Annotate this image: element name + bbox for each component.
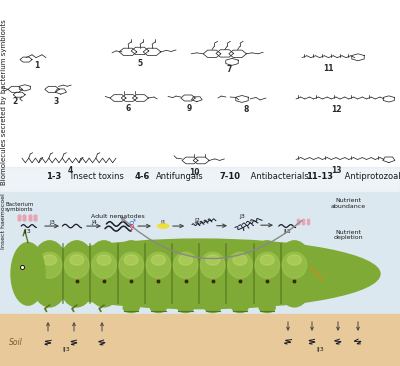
Text: IJ3: IJ3 xyxy=(23,229,31,234)
Text: Nutrient
abundance: Nutrient abundance xyxy=(330,198,366,209)
Ellipse shape xyxy=(97,255,111,265)
Text: Bacterium
symbionts: Bacterium symbionts xyxy=(5,202,34,213)
Text: 8: 8 xyxy=(243,105,249,114)
Text: IJ3: IJ3 xyxy=(316,347,324,352)
Ellipse shape xyxy=(139,241,178,307)
Text: 1: 1 xyxy=(34,61,40,70)
Bar xyxy=(0,314,400,366)
Text: Biomolecules secreted by bacterium symbionts: Biomolecules secreted by bacterium symbi… xyxy=(1,20,7,185)
Ellipse shape xyxy=(123,303,139,313)
Ellipse shape xyxy=(11,243,45,305)
Text: 5: 5 xyxy=(138,59,142,68)
Ellipse shape xyxy=(166,241,205,307)
Text: J4: J4 xyxy=(91,220,97,225)
Ellipse shape xyxy=(282,252,307,278)
Text: Insect haemocoel: Insect haemocoel xyxy=(2,193,6,249)
Text: 2: 2 xyxy=(12,97,18,106)
Bar xyxy=(0,167,400,192)
Text: Adult nematodes: Adult nematodes xyxy=(91,214,145,219)
Ellipse shape xyxy=(287,255,302,265)
Text: 3: 3 xyxy=(53,97,59,106)
Text: Antiprotozoals: Antiprotozoals xyxy=(342,172,400,181)
Ellipse shape xyxy=(84,241,124,307)
Text: 7: 7 xyxy=(226,65,232,74)
Text: IJ3: IJ3 xyxy=(62,347,70,352)
Text: Nutrient
depletion: Nutrient depletion xyxy=(333,229,363,240)
Text: IJ3: IJ3 xyxy=(283,229,291,234)
Text: 12: 12 xyxy=(331,105,341,114)
Ellipse shape xyxy=(228,252,252,278)
Ellipse shape xyxy=(248,241,287,307)
Ellipse shape xyxy=(220,241,260,307)
Ellipse shape xyxy=(57,241,96,307)
Text: 1-3: 1-3 xyxy=(46,172,62,181)
Ellipse shape xyxy=(112,241,151,307)
FancyArrowPatch shape xyxy=(310,267,323,281)
Ellipse shape xyxy=(255,252,280,278)
Text: 9: 9 xyxy=(186,104,192,113)
Ellipse shape xyxy=(119,252,144,278)
Text: 6: 6 xyxy=(125,104,131,113)
Ellipse shape xyxy=(70,255,84,265)
Ellipse shape xyxy=(42,255,57,265)
Text: ♀: ♀ xyxy=(128,223,134,232)
Text: Antibacterials: Antibacterials xyxy=(248,172,309,181)
Ellipse shape xyxy=(124,255,138,265)
Text: Soil: Soil xyxy=(9,338,23,347)
Ellipse shape xyxy=(37,252,62,278)
Text: Antifungals: Antifungals xyxy=(156,172,204,181)
Ellipse shape xyxy=(259,303,275,313)
Ellipse shape xyxy=(20,239,380,309)
Text: 4-6: 4-6 xyxy=(134,172,150,181)
Text: Insect toxins: Insect toxins xyxy=(68,172,124,181)
Ellipse shape xyxy=(193,241,232,307)
Text: 11-13: 11-13 xyxy=(306,172,334,181)
Ellipse shape xyxy=(233,255,247,265)
Ellipse shape xyxy=(260,255,274,265)
Text: 4: 4 xyxy=(67,166,73,175)
Text: J1: J1 xyxy=(160,220,166,225)
Ellipse shape xyxy=(158,224,169,228)
Ellipse shape xyxy=(151,255,166,265)
Ellipse shape xyxy=(64,252,89,278)
Text: ♂: ♂ xyxy=(128,219,135,227)
Ellipse shape xyxy=(150,303,166,313)
Text: J3: J3 xyxy=(49,220,55,225)
Ellipse shape xyxy=(173,252,198,278)
Ellipse shape xyxy=(205,303,221,313)
Ellipse shape xyxy=(178,255,193,265)
FancyArrowPatch shape xyxy=(121,217,302,259)
Ellipse shape xyxy=(178,303,194,313)
Text: 13: 13 xyxy=(331,165,341,175)
Text: J2: J2 xyxy=(194,218,200,223)
Text: J3: J3 xyxy=(239,214,245,219)
Text: 7-10: 7-10 xyxy=(220,172,240,181)
Ellipse shape xyxy=(206,255,220,265)
Ellipse shape xyxy=(146,252,171,278)
Ellipse shape xyxy=(92,252,116,278)
Text: 11: 11 xyxy=(323,64,333,73)
Ellipse shape xyxy=(30,241,69,307)
Text: 10: 10 xyxy=(189,168,199,177)
Ellipse shape xyxy=(200,252,225,278)
Ellipse shape xyxy=(275,241,314,307)
Ellipse shape xyxy=(232,303,248,313)
